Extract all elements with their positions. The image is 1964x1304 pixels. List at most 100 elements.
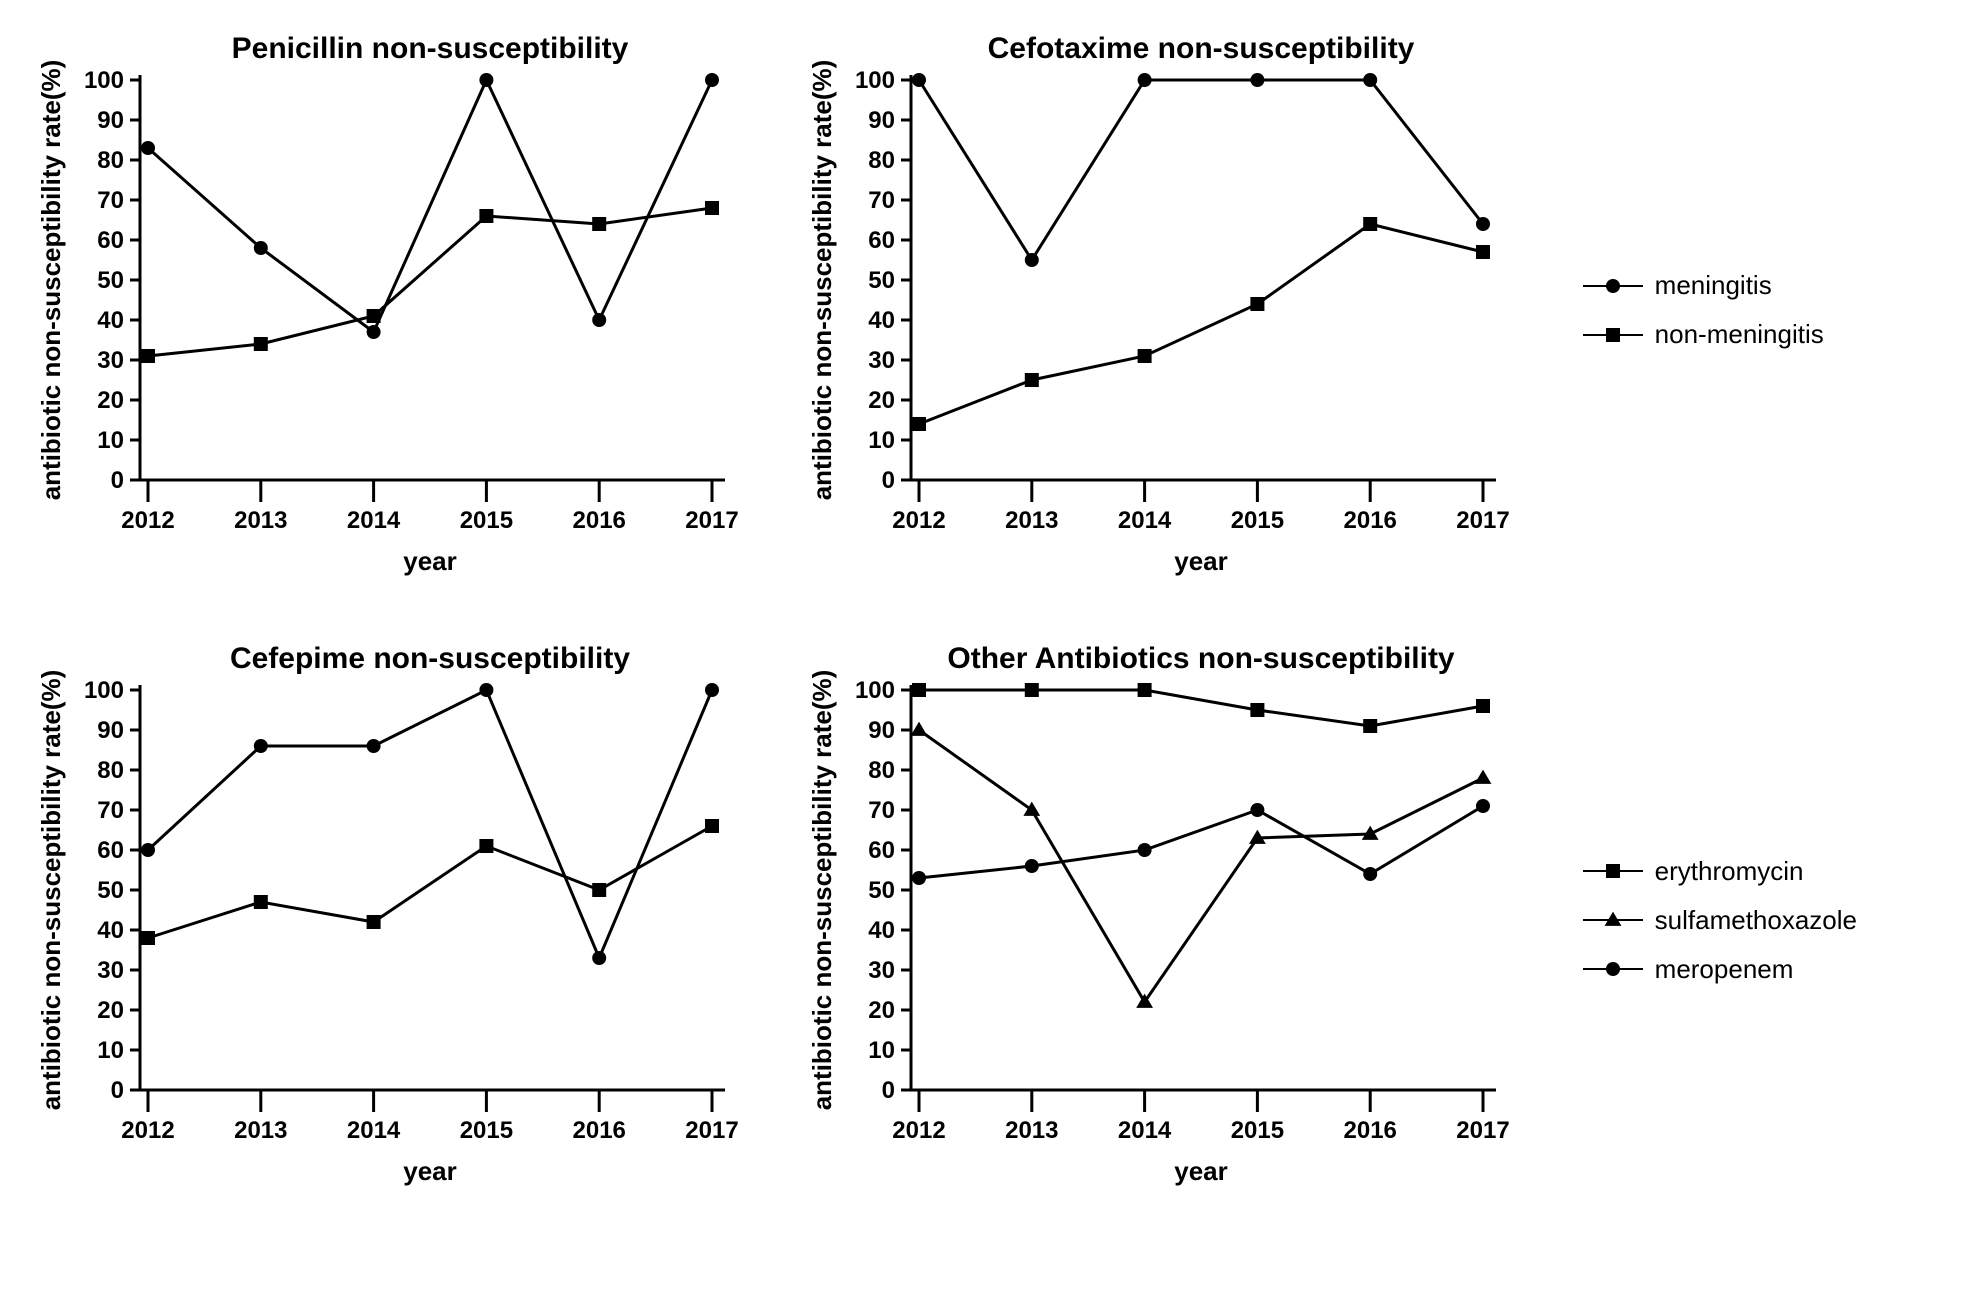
series-line [919, 224, 1483, 424]
y-tick-label: 10 [97, 1037, 124, 1064]
x-tick-label: 2014 [347, 507, 401, 534]
x-tick-label: 2017 [1457, 1117, 1510, 1144]
legend-marker-triangle-icon [1603, 910, 1623, 930]
y-axis-label: antibiotic non-susceptibility rate(%) [36, 670, 66, 1111]
y-tick-label: 30 [869, 347, 896, 374]
y-tick-label: 40 [97, 307, 124, 334]
chart-title: Cefotaxime non-susceptibility [988, 32, 1415, 65]
x-tick-label: 2016 [1344, 507, 1397, 534]
y-tick-label: 60 [869, 227, 896, 254]
legend-item: non-meningitis [1583, 319, 1903, 350]
y-tick-label: 40 [869, 917, 896, 944]
x-tick-label: 2015 [1231, 507, 1284, 534]
y-tick-label: 30 [97, 347, 124, 374]
y-tick-label: 0 [882, 1077, 895, 1104]
x-tick-label: 2017 [685, 507, 738, 534]
legend-label: erythromycin [1655, 856, 1804, 887]
chart-other: Other Antibiotics non-susceptibility 0 10 2… [791, 630, 1552, 1210]
chart-cefotaxime: Cefotaxime non-susceptibility01020304050… [791, 20, 1552, 600]
legend-marker-square-icon [1603, 861, 1623, 881]
x-tick-label: 2012 [121, 1117, 174, 1144]
y-tick-label: 100 [855, 677, 895, 704]
y-tick-label: 20 [869, 387, 896, 414]
series-line [148, 208, 712, 356]
legend-item: meropenem [1583, 954, 1903, 985]
y-tick-label: 100 [84, 677, 124, 704]
legend-item: erythromycin [1583, 856, 1903, 887]
y-tick-label: 60 [869, 837, 896, 864]
x-tick-label: 2014 [1118, 1117, 1172, 1144]
y-tick-label: 40 [869, 307, 896, 334]
legend-line [1583, 285, 1643, 287]
x-tick-label: 2016 [1344, 1117, 1397, 1144]
y-tick-label: 100 [84, 67, 124, 94]
legend-top: meningitis non-meningitis [1563, 20, 1903, 600]
chart-title: Penicillin non-susceptibility [232, 32, 629, 65]
legend-label: meropenem [1655, 954, 1794, 985]
legend-marker-circle-icon [1603, 276, 1623, 296]
y-tick-label: 50 [97, 877, 124, 904]
series-line [919, 730, 1483, 1002]
chart-title: Cefepime non-susceptibility [230, 642, 630, 675]
legend-label: meningitis [1655, 270, 1772, 301]
y-tick-label: 30 [869, 957, 896, 984]
y-tick-label: 0 [111, 1077, 124, 1104]
x-axis-label: year [1175, 546, 1229, 576]
legend-marker-square-icon [1603, 325, 1623, 345]
y-tick-label: 10 [869, 427, 896, 454]
y-tick-label: 80 [97, 147, 124, 174]
x-tick-label: 2013 [234, 507, 287, 534]
y-tick-label: 90 [97, 717, 124, 744]
y-tick-label: 0 [111, 467, 124, 494]
y-axis-label: antibiotic non-susceptibility rate(%) [807, 60, 837, 501]
x-axis-label: year [1175, 1156, 1229, 1186]
y-tick-label: 30 [97, 957, 124, 984]
series-line [148, 690, 712, 958]
y-axis-label: antibiotic non-susceptibility rate(%) [807, 670, 837, 1111]
x-tick-label: 2012 [121, 507, 174, 534]
legend-line [1583, 968, 1643, 970]
y-tick-label: 50 [869, 267, 896, 294]
legend-item: meningitis [1583, 270, 1903, 301]
y-tick-label: 10 [869, 1037, 896, 1064]
y-tick-label: 50 [869, 877, 896, 904]
x-tick-label: 2014 [1118, 507, 1172, 534]
y-tick-label: 20 [97, 997, 124, 1024]
y-tick-label: 70 [869, 187, 896, 214]
x-tick-label: 2017 [1457, 507, 1510, 534]
chart-cefepime: Cefepime non-susceptibility 0 10 20 30 40 50 60… [20, 630, 781, 1210]
y-tick-label: 80 [97, 757, 124, 784]
y-tick-label: 80 [869, 147, 896, 174]
x-axis-label: year [403, 1156, 457, 1186]
series-line [919, 806, 1483, 878]
y-tick-label: 70 [869, 797, 896, 824]
y-tick-label: 80 [869, 757, 896, 784]
chart-title: Other Antibiotics non-susceptibility [948, 642, 1456, 675]
x-tick-label: 2012 [893, 507, 946, 534]
chart-grid: Penicillin non-susceptibility 0 10 20 30 40 50… [20, 20, 1944, 1210]
x-tick-label: 2016 [573, 507, 626, 534]
x-tick-label: 2017 [685, 1117, 738, 1144]
x-tick-label: 2016 [573, 1117, 626, 1144]
y-tick-label: 90 [97, 107, 124, 134]
y-tick-label: 100 [855, 67, 895, 94]
legend-marker-circle-icon [1603, 959, 1623, 979]
y-tick-label: 60 [97, 837, 124, 864]
x-tick-label: 2014 [347, 1117, 401, 1144]
series-line [919, 80, 1483, 260]
y-tick-label: 90 [869, 107, 896, 134]
x-tick-label: 2013 [1005, 1117, 1058, 1144]
chart-penicillin: Penicillin non-susceptibility01020304050… [20, 20, 781, 600]
y-tick-label: 10 [97, 427, 124, 454]
x-tick-label: 2013 [1005, 507, 1058, 534]
legend-item: sulfamethoxazole [1583, 905, 1903, 936]
y-tick-label: 60 [97, 227, 124, 254]
x-tick-label: 2015 [460, 507, 513, 534]
y-tick-label: 40 [97, 917, 124, 944]
x-axis-label: year [403, 546, 457, 576]
y-tick-label: 70 [97, 797, 124, 824]
legend-label: non-meningitis [1655, 319, 1824, 350]
legend-bottom: erythromycin sulfamethoxazole meropenem [1563, 630, 1903, 1210]
y-tick-label: 90 [869, 717, 896, 744]
y-axis-label: antibiotic non-susceptibility rate(%) [36, 60, 66, 501]
